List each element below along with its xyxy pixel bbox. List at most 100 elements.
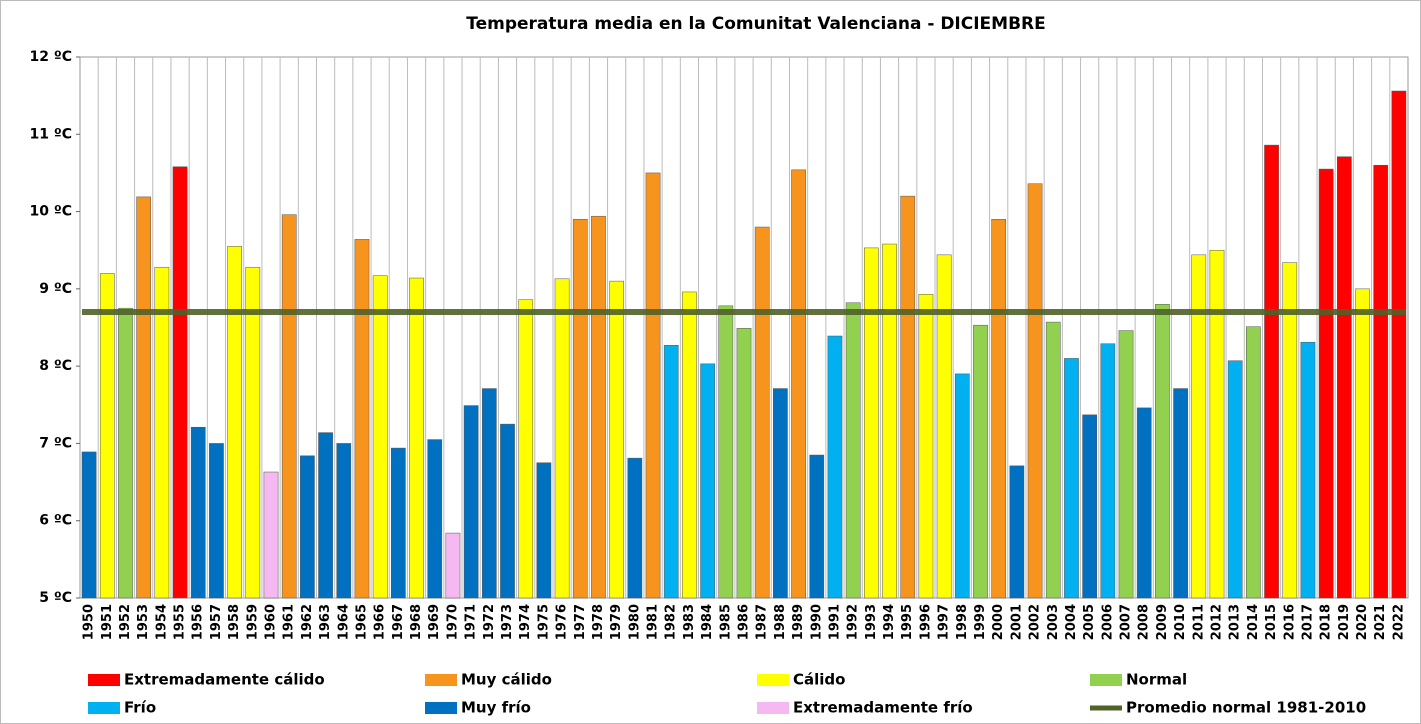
- bar: [1300, 341, 1316, 599]
- x-tick-label: 1975: [536, 604, 551, 640]
- x-tick-label: 1953: [136, 604, 151, 640]
- x-tick-label: 2004: [1064, 604, 1079, 640]
- bar: [773, 388, 788, 599]
- x-tick-label: 1951: [100, 604, 115, 640]
- x-tick-label: 1993: [864, 604, 879, 640]
- legend-label: Muy frío: [461, 699, 531, 717]
- x-tick-label: 2011: [1191, 604, 1206, 640]
- bar: [481, 388, 497, 599]
- x-tick-label: 1955: [173, 604, 188, 640]
- bar: [1082, 414, 1097, 599]
- x-tick-label: 2015: [1264, 604, 1279, 640]
- x-tick-label: 1958: [227, 604, 242, 640]
- x-tick-label: 1952: [118, 604, 133, 640]
- x-tick-label: 1962: [300, 604, 315, 640]
- y-tick-label: 10 ºC: [29, 204, 72, 220]
- bar: [882, 243, 897, 599]
- y-tick-label: 7 ºC: [39, 435, 72, 451]
- legend-label: Cálido: [793, 671, 845, 689]
- x-tick-label: 1994: [882, 604, 897, 640]
- x-tick-label: 2001: [1009, 604, 1024, 640]
- x-tick-label: 2005: [1082, 604, 1097, 640]
- x-tick-label: 1956: [191, 604, 206, 640]
- bar: [300, 455, 315, 599]
- bar: [81, 451, 97, 599]
- x-tick-label: 1987: [755, 604, 770, 640]
- x-tick-label: 2000: [991, 604, 1006, 640]
- bar: [1355, 288, 1370, 599]
- legend-swatch: [88, 674, 120, 686]
- bar: [918, 294, 934, 599]
- bar: [99, 273, 115, 599]
- x-tick-label: 1978: [591, 604, 606, 640]
- legend-label: Frío: [124, 699, 156, 717]
- x-tick-label: 1986: [737, 604, 752, 640]
- x-tick-label: 1983: [682, 604, 697, 640]
- y-tick-label: 9 ºC: [39, 281, 72, 297]
- x-tick-label: 1957: [209, 604, 224, 640]
- bar: [1173, 388, 1188, 599]
- legend-swatch: [757, 674, 789, 686]
- bar: [118, 307, 133, 599]
- x-tick-label: 1977: [573, 604, 588, 640]
- x-tick-label: 2014: [1246, 604, 1261, 640]
- bar: [409, 277, 424, 599]
- x-tick-label: 1991: [827, 604, 842, 640]
- x-tick-label: 1971: [464, 604, 479, 640]
- bar: [827, 335, 843, 599]
- x-tick-label: 1989: [791, 604, 806, 640]
- bar: [791, 169, 806, 599]
- bar: [609, 280, 625, 599]
- x-tick-label: 1965: [354, 604, 369, 640]
- x-tick-label: 2020: [1355, 604, 1370, 640]
- bar: [1209, 249, 1225, 599]
- x-tick-label: 1967: [391, 604, 406, 640]
- legend-label: Muy cálido: [461, 671, 552, 689]
- x-tick-label: 1950: [82, 604, 97, 640]
- bar: [209, 443, 224, 599]
- x-tick-label: 1979: [609, 604, 624, 640]
- x-tick-label: 1997: [937, 604, 952, 640]
- x-tick-label: 1985: [718, 604, 733, 640]
- x-tick-label: 2017: [1300, 604, 1315, 640]
- y-tick-label: 12 ºC: [29, 49, 72, 65]
- legend-swatch: [1090, 674, 1122, 686]
- bar: [1027, 183, 1043, 599]
- bar: [736, 328, 752, 599]
- x-tick-label: 1960: [264, 604, 279, 640]
- bar: [645, 172, 661, 599]
- x-tick-label: 2008: [1137, 604, 1152, 640]
- x-tick-label: 1990: [809, 604, 824, 640]
- bar: [518, 299, 534, 599]
- bar: [1009, 465, 1025, 599]
- bar: [500, 423, 515, 599]
- bar: [445, 532, 461, 599]
- bar: [1191, 254, 1207, 599]
- x-tick-label: 1972: [482, 604, 497, 640]
- x-tick-label: 2010: [1173, 604, 1188, 640]
- bar: [754, 226, 770, 599]
- bar: [136, 196, 152, 599]
- chart-title: Temperatura media en la Comunitat Valenc…: [466, 14, 1046, 34]
- x-tick-label: 2009: [1155, 604, 1170, 640]
- bar: [536, 462, 552, 599]
- x-tick-label: 1998: [955, 604, 970, 640]
- x-tick-label: 1982: [664, 604, 679, 640]
- x-tick-label: 2006: [1100, 604, 1115, 640]
- x-tick-label: 2003: [1046, 604, 1061, 640]
- bar: [154, 266, 170, 599]
- x-tick-label: 1970: [445, 604, 460, 640]
- bar: [1064, 358, 1079, 599]
- x-tick-label: 1995: [900, 604, 915, 640]
- bar: [1391, 90, 1407, 599]
- x-tick-label: 1973: [500, 604, 515, 640]
- bar: [281, 214, 297, 599]
- bar: [1318, 168, 1334, 599]
- bar: [318, 432, 333, 599]
- bar: [172, 166, 188, 599]
- bar: [190, 426, 206, 599]
- bar: [1100, 343, 1116, 599]
- x-tick-label: 2007: [1119, 604, 1134, 640]
- bar: [1227, 360, 1243, 599]
